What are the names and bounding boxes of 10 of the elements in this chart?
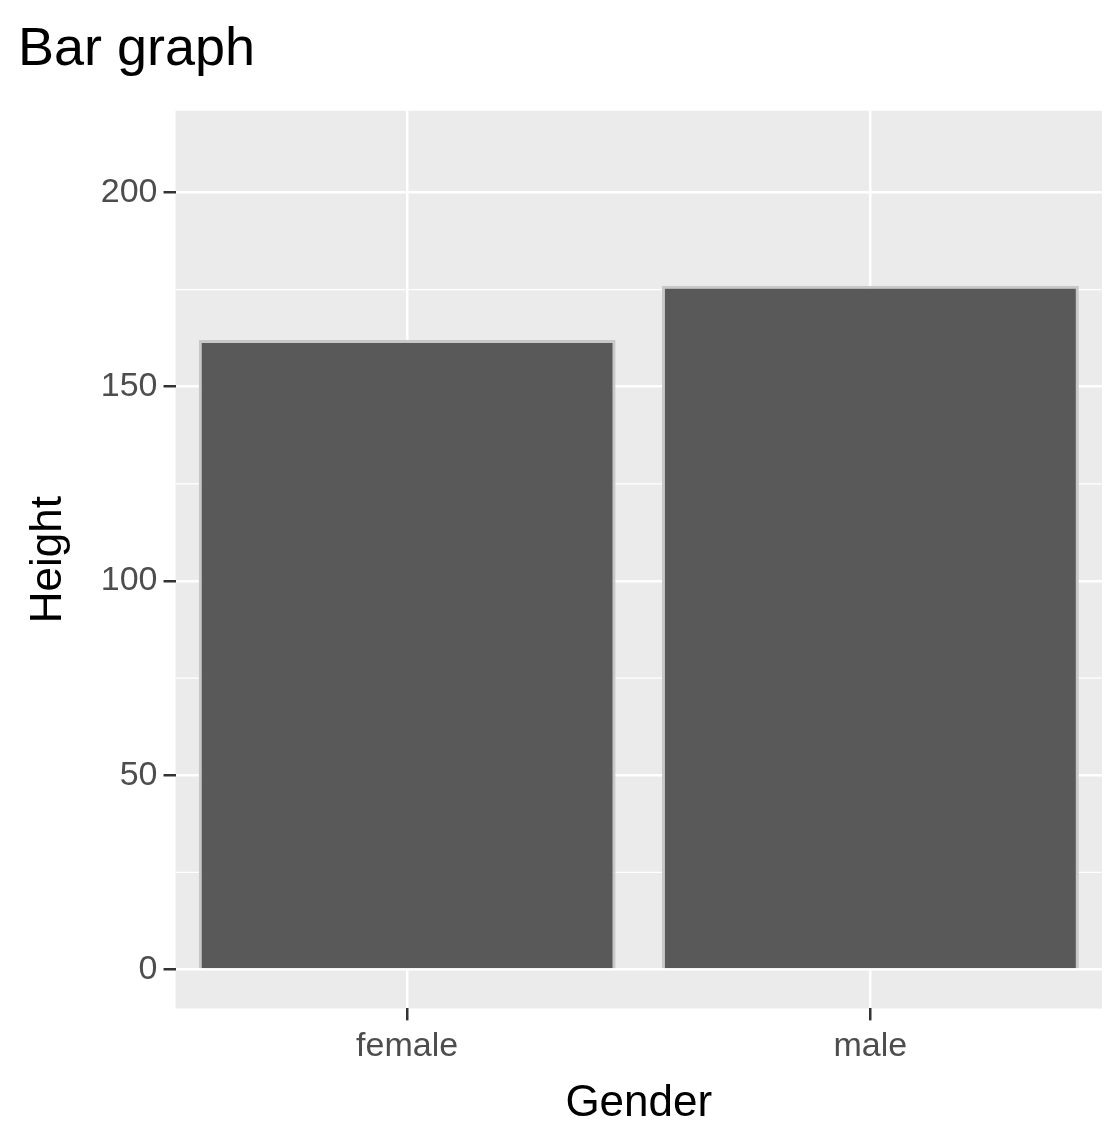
y-axis-title: Height [20, 496, 70, 624]
chart-title: Bar graph [18, 16, 256, 77]
y-tick-label: 150 [100, 365, 158, 404]
x-axis-title: Gender [565, 1075, 713, 1125]
y-tick-label: 100 [100, 559, 158, 598]
x-tick-label: female [356, 1025, 459, 1064]
x-tick-label: male [833, 1025, 908, 1064]
y-tick-label: 0 [138, 947, 158, 986]
y-tick-label: 200 [100, 170, 158, 209]
y-tick-label: 50 [119, 753, 158, 792]
